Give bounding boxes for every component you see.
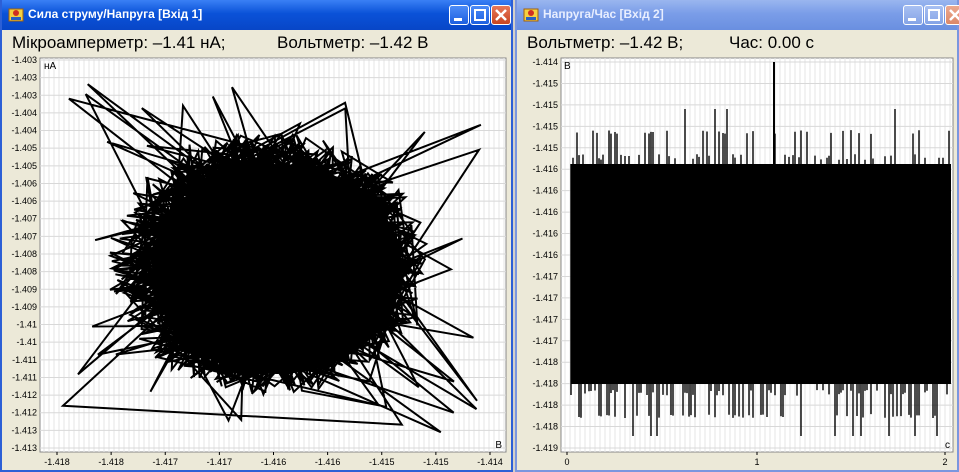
x-tick-label: -1.417 (152, 457, 178, 467)
y-tick-label: -1.41 (16, 320, 37, 330)
window1-readout: Мікроамперметр: –1.41 нА; Вольтметр: –1.… (2, 30, 511, 54)
y-tick-label: -1.416 (532, 250, 558, 260)
iv-trace-core (152, 164, 402, 374)
y-tick-label: -1.414 (532, 57, 558, 67)
y-tick-label: -1.413 (11, 443, 37, 453)
x-tick-label: -1.415 (369, 457, 395, 467)
window1-titlebar[interactable]: Сила струму/Напруга [Вхід 1] (2, 0, 511, 30)
maximize-icon (928, 9, 940, 21)
y-tick-label: -1.406 (11, 196, 37, 206)
y-tick-label: -1.407 (11, 214, 37, 224)
y-tick-label: -1.405 (11, 143, 37, 153)
minimize-button[interactable] (449, 5, 469, 25)
microammeter-readout: Мікроамперметр: –1.41 нА; (12, 33, 226, 52)
window2-titlebar[interactable]: Напруга/Час [Вхід 2] (517, 0, 959, 30)
voltage-time-window: Напруга/Час [Вхід 2] Вольтметр: –1.42 В;… (515, 0, 959, 472)
y-tick-label: -1.409 (11, 284, 37, 294)
y-tick-label: -1.416 (532, 229, 558, 239)
y-unit-label: В (564, 61, 571, 72)
x-tick-label: -1.418 (98, 457, 124, 467)
y-tick-label: -1.408 (11, 267, 37, 277)
x-tick-label: -1.415 (423, 457, 449, 467)
y-tick-label: -1.416 (532, 164, 558, 174)
y-tick-label: -1.404 (11, 108, 37, 118)
maximize-button[interactable] (470, 5, 490, 25)
y-tick-label: -1.412 (11, 390, 37, 400)
y-tick-label: -1.418 (532, 379, 558, 389)
app-icon (8, 8, 24, 22)
y-tick-label: -1.411 (12, 372, 37, 382)
y-tick-label: -1.415 (532, 100, 558, 110)
time-readout: Час: 0.00 с (729, 33, 815, 52)
minimize-icon (454, 18, 462, 21)
x-tick-label: -1.418 (44, 457, 70, 467)
window1-title: Сила струму/Напруга [Вхід 1] (28, 7, 203, 21)
iv-plot: -1.403 -1.403 -1.403 -1.404 -1.404 -1.405 -1.4… (2, 54, 511, 470)
voltage-time-plot: -1.414 -1.415 -1.415 -1.415 -1.415 -1.416 -1.4… (517, 54, 957, 470)
y-tick-label: -1.419 (532, 443, 558, 453)
y-tick-label: -1.415 (532, 78, 558, 88)
voltmeter-readout: Вольтметр: –1.42 В (277, 33, 429, 52)
x-tick-label: 1 (754, 457, 759, 467)
y-tick-label: -1.413 (11, 425, 37, 435)
y-tick-label: -1.404 (11, 126, 37, 136)
y-tick-label: -1.418 (532, 400, 558, 410)
x-tick-label: -1.417 (207, 457, 233, 467)
y-tick-label: -1.417 (532, 293, 558, 303)
maximize-button[interactable] (924, 5, 944, 25)
y-tick-label: -1.412 (11, 408, 37, 418)
y-tick-label: -1.415 (532, 121, 558, 131)
x-tick-label: -1.416 (315, 457, 341, 467)
current-voltage-window: Сила струму/Напруга [Вхід 1] Мікроамперм… (0, 0, 513, 472)
y-tick-label: -1.403 (11, 90, 37, 100)
y-tick-label: -1.417 (532, 314, 558, 324)
x-tick-label: 2 (942, 457, 947, 467)
y-tick-label: -1.411 (12, 355, 37, 365)
y-tick-label: -1.407 (11, 231, 37, 241)
close-icon (949, 9, 959, 21)
window2-title: Напруга/Час [Вхід 2] (543, 7, 664, 21)
y-tick-label: -1.41 (16, 337, 37, 347)
minimize-icon (908, 18, 916, 21)
y-unit-label: нА (44, 61, 57, 72)
minimize-button[interactable] (903, 5, 923, 25)
x-tick-label: 0 (564, 457, 569, 467)
y-tick-label: -1.418 (532, 422, 558, 432)
x-tick-label: -1.416 (261, 457, 287, 467)
signal-trace (570, 109, 950, 436)
app-icon (523, 8, 539, 22)
y-tick-label: -1.417 (532, 271, 558, 281)
close-icon (495, 9, 507, 21)
close-button[interactable] (945, 5, 959, 25)
y-tick-label: -1.415 (532, 143, 558, 153)
y-tick-label: -1.416 (532, 207, 558, 217)
x-unit-label: с (945, 440, 950, 451)
y-tick-label: -1.418 (532, 357, 558, 367)
y-tick-label: -1.408 (11, 249, 37, 259)
y-tick-label: -1.403 (11, 73, 37, 83)
y-tick-label: -1.416 (532, 186, 558, 196)
x-unit-label: В (495, 440, 502, 451)
y-tick-label: -1.403 (11, 55, 37, 65)
y-tick-label: -1.417 (532, 336, 558, 346)
x-tick-label: -1.414 (477, 457, 503, 467)
y-tick-label: -1.409 (11, 302, 37, 312)
y-tick-label: -1.405 (11, 161, 37, 171)
y-tick-label: -1.406 (11, 178, 37, 188)
close-button[interactable] (491, 5, 511, 25)
maximize-icon (474, 9, 486, 21)
voltmeter-readout: Вольтметр: –1.42 В; (527, 33, 684, 52)
window2-readout: Вольтметр: –1.42 В; Час: 0.00 с (517, 30, 957, 54)
